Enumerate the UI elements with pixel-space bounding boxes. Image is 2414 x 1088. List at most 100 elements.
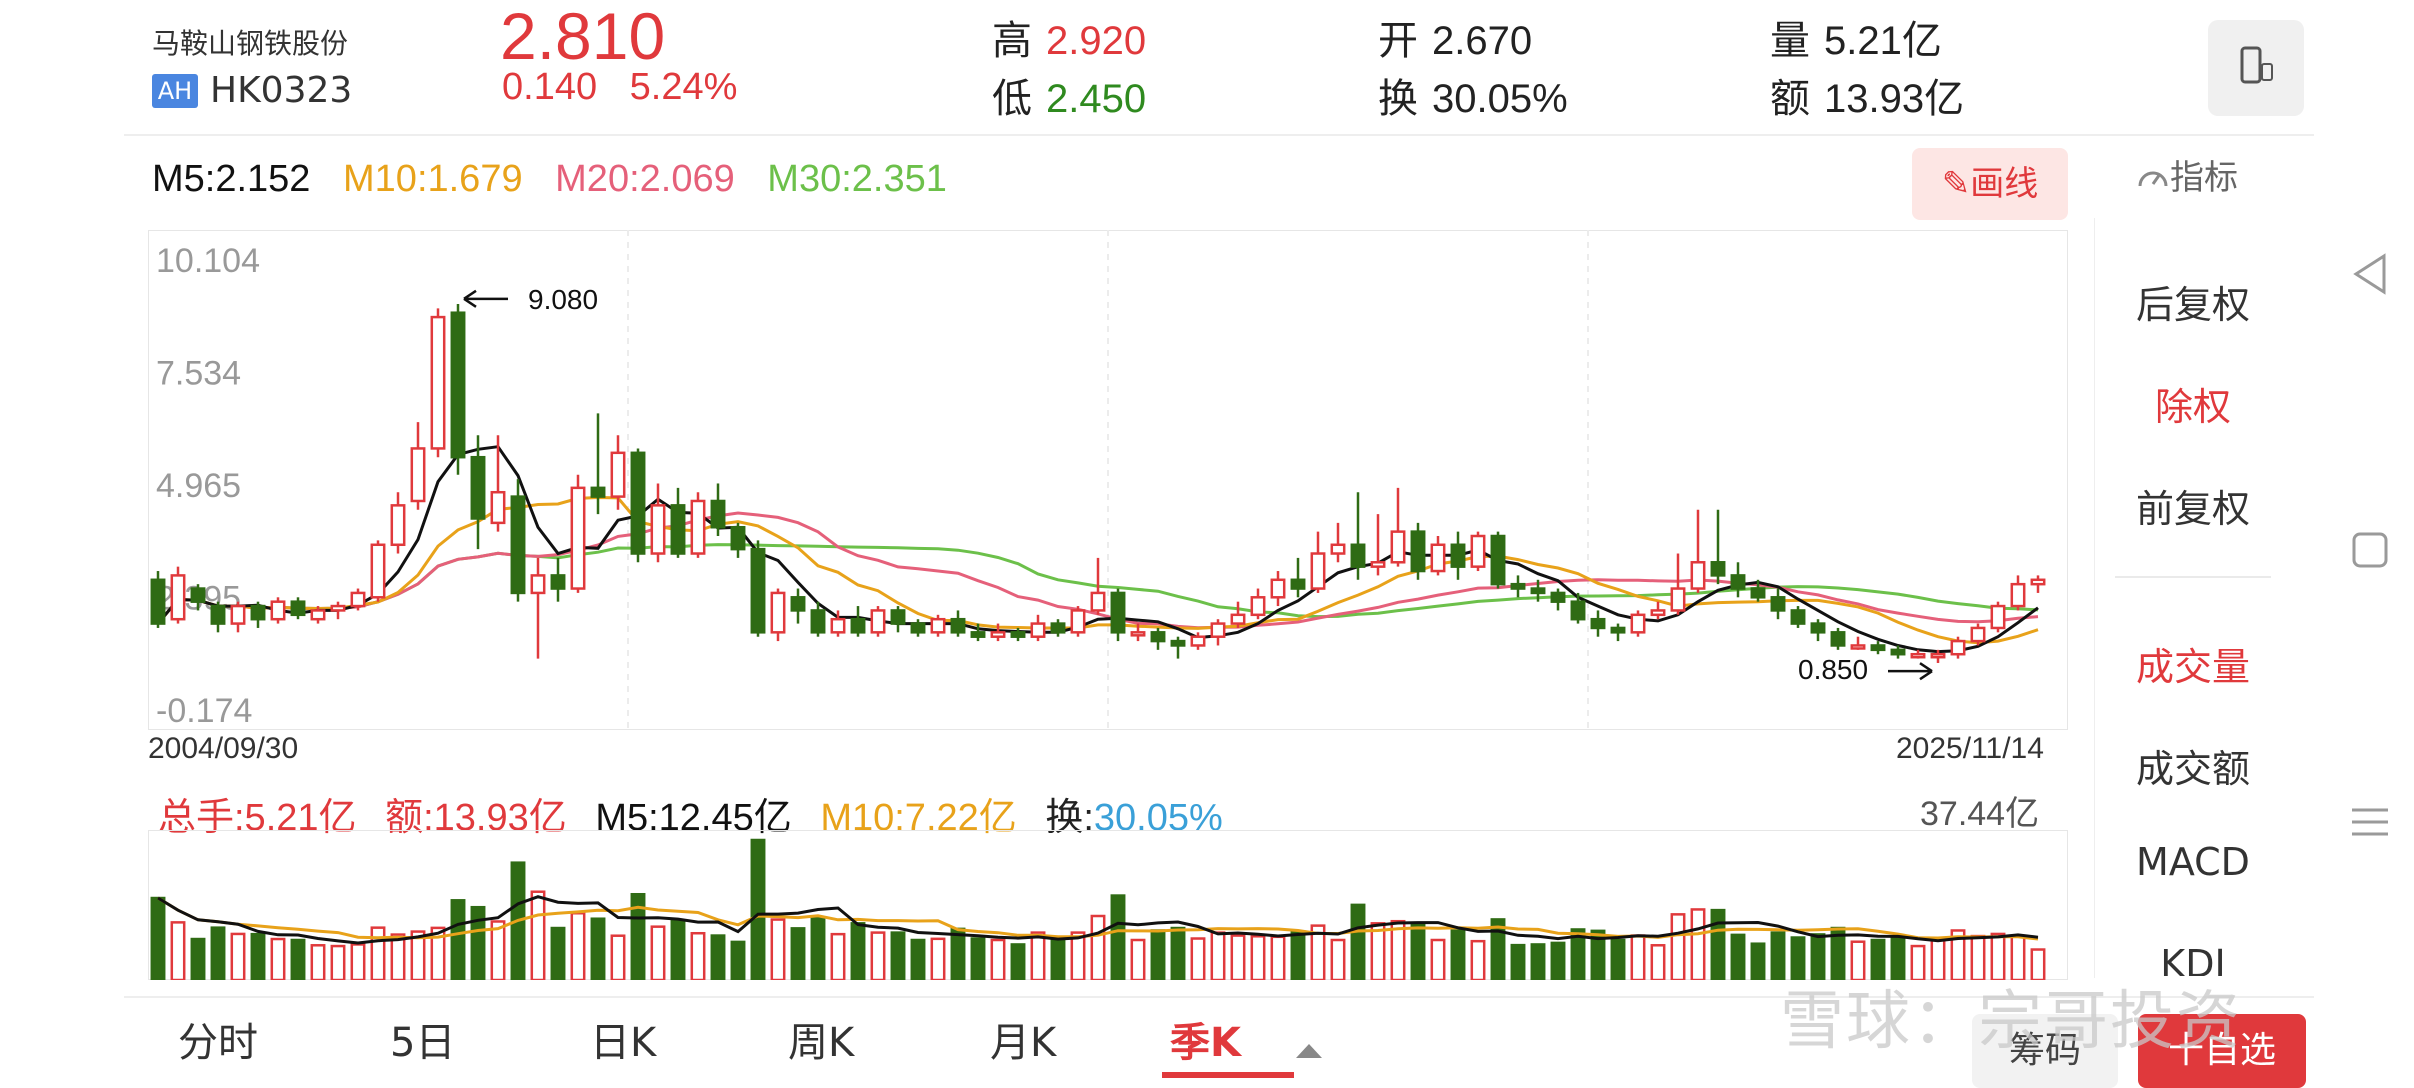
max-price-label: 9.080: [528, 284, 598, 315]
price-axis-label: 10.104: [156, 242, 260, 280]
volume-bar: [1210, 931, 1226, 980]
ma20-label: M20:2.069: [555, 158, 735, 200]
volume-bar: [1150, 929, 1166, 980]
volume-bar: [690, 931, 706, 980]
volume-bar: [730, 940, 746, 980]
phone-icon: [2240, 46, 2273, 84]
volume-bar: [850, 922, 866, 980]
candle-body: [250, 604, 266, 621]
stock-code: HK0323: [210, 70, 353, 111]
volume-bar: [250, 932, 266, 980]
volume-bar: [310, 944, 326, 980]
volume-indicator-option[interactable]: 成交量: [2135, 645, 2250, 689]
volume-m10: M10:7.22亿: [820, 797, 1017, 839]
volume-bar: [650, 925, 666, 980]
candle-body: [370, 543, 386, 599]
volume-chart[interactable]: [148, 830, 2068, 980]
phone-landscape-button[interactable]: [2208, 20, 2304, 116]
candle-body: [270, 600, 286, 621]
candle-body: [1290, 578, 1306, 590]
candle-body: [1470, 534, 1486, 568]
candle-body: [750, 547, 766, 634]
candle-body: [1670, 587, 1686, 612]
min-arrow: [1888, 662, 1933, 681]
tab-daily[interactable]: 日K: [590, 1020, 657, 1066]
chips-button[interactable]: 筹码: [1972, 1014, 2118, 1088]
volume-bar: [330, 944, 346, 980]
back-nav-icon[interactable]: [2340, 250, 2400, 309]
volume-bar: [230, 932, 246, 980]
candle-body: [710, 499, 726, 529]
low-label: 低: [992, 77, 1032, 121]
volume-bar: [490, 920, 506, 980]
volume-bar: [670, 919, 686, 980]
volume-bar: [1850, 940, 1866, 980]
price-axis-label: -0.174: [156, 692, 252, 730]
volume-bar: [1070, 931, 1086, 980]
price-change: 0.140 5.24%: [502, 66, 737, 109]
tab-monthly[interactable]: 月K: [990, 1020, 1057, 1066]
max-arrow: [463, 289, 508, 308]
amount-indicator-option[interactable]: 成交额: [2135, 747, 2250, 791]
more-tabs-icon[interactable]: [1294, 1024, 1324, 1070]
volume-bar: [870, 931, 886, 980]
pre-adjust-option[interactable]: 前复权: [2135, 487, 2250, 531]
candle-body: [210, 604, 226, 625]
kdj-indicator-option[interactable]: KDJ: [2160, 942, 2226, 976]
candle-body: [1010, 631, 1026, 638]
volume-bar: [1510, 943, 1526, 980]
candle-body: [1710, 561, 1726, 577]
candle-body: [1170, 639, 1186, 647]
volume-bar: [390, 933, 406, 980]
volume-bar: [290, 938, 306, 980]
candle-body: [970, 631, 986, 638]
candle-body: [790, 596, 806, 612]
candle-body: [1230, 613, 1246, 625]
candle-body: [510, 495, 526, 595]
high-value: 2.920: [1046, 19, 1147, 63]
tab-weekly[interactable]: 周K: [788, 1020, 855, 1066]
panel-divider: [2115, 576, 2271, 578]
volume-bar: [1810, 933, 1826, 980]
amount-value: 13.93亿: [1824, 77, 1965, 121]
candle-body: [350, 591, 366, 608]
ex-rights-option[interactable]: 除权: [2154, 385, 2231, 429]
candle-body: [170, 574, 186, 621]
candle-body: [610, 451, 626, 498]
end-date-label: 2025/11/14: [1896, 732, 2044, 765]
post-adjust-option[interactable]: 后复权: [2135, 283, 2250, 327]
tab-5day[interactable]: 5日: [390, 1020, 456, 1066]
ma-legend: M5:2.152 M10:1.679 M20:2.069 M30:2.351: [152, 158, 969, 201]
macd-indicator-option[interactable]: MACD: [2136, 840, 2250, 884]
candle-body: [890, 609, 906, 625]
stock-name: 马鞍山钢铁股份: [152, 27, 349, 60]
volume-bar: [810, 916, 826, 980]
turnover-stat: 换 30.05%: [1378, 66, 1568, 124]
volume-bar: [1350, 903, 1366, 980]
ma5-line: [156, 445, 2039, 654]
recents-nav-icon[interactable]: [2340, 800, 2400, 855]
volume-bar: [1670, 913, 1686, 980]
home-nav-icon[interactable]: [2340, 528, 2400, 583]
candle-body: [1890, 648, 1906, 656]
gauge-icon: [2138, 171, 2168, 187]
volume-legend: 总手:5.21亿 额:13.93亿 M5:12.45亿 M10:7.22亿 换:…: [158, 786, 1241, 841]
add-watchlist-button[interactable]: 十自选: [2138, 1014, 2306, 1088]
volume-max-label: 37.44亿: [1920, 795, 2040, 833]
draw-line-button[interactable]: ✎画线: [1912, 148, 2068, 220]
indicator-label: 指标: [2170, 158, 2238, 198]
volume-bar: [270, 937, 286, 980]
volume-bar: [1230, 934, 1246, 980]
tabs-divider: [124, 996, 2314, 998]
change-percent: 5.24%: [629, 66, 738, 108]
volume-bar: [1430, 938, 1446, 980]
candle-body: [1130, 631, 1146, 637]
volume-bar: [150, 896, 166, 980]
min-price-label: 0.850: [1798, 654, 1868, 685]
price-axis-label: 4.965: [156, 467, 241, 505]
open-stat: 开 2.670: [1378, 8, 1532, 66]
tab-quarterly[interactable]: 季K: [1170, 1020, 1241, 1066]
tab-intraday[interactable]: 分时: [178, 1020, 258, 1066]
indicator-button[interactable]: 指标: [2136, 150, 2238, 199]
